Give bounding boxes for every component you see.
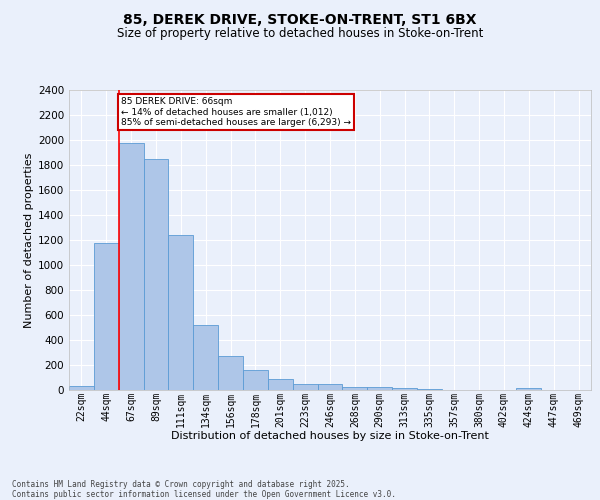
Bar [317, 384, 343, 390]
Bar [417, 389, 442, 390]
Bar [169, 235, 193, 390]
Bar [517, 388, 541, 390]
Bar [218, 356, 243, 390]
Bar [392, 388, 417, 390]
Bar [193, 325, 218, 390]
Bar [143, 159, 169, 390]
Bar [268, 379, 293, 390]
Text: 85 DEREK DRIVE: 66sqm
← 14% of detached houses are smaller (1,012)
85% of semi-d: 85 DEREK DRIVE: 66sqm ← 14% of detached … [121, 98, 351, 128]
Bar [243, 370, 268, 390]
Bar [367, 387, 392, 390]
Bar [343, 387, 367, 390]
Bar [293, 384, 317, 390]
Bar [119, 143, 143, 390]
Text: 85, DEREK DRIVE, STOKE-ON-TRENT, ST1 6BX: 85, DEREK DRIVE, STOKE-ON-TRENT, ST1 6BX [123, 12, 477, 26]
X-axis label: Distribution of detached houses by size in Stoke-on-Trent: Distribution of detached houses by size … [171, 431, 489, 441]
Y-axis label: Number of detached properties: Number of detached properties [24, 152, 34, 328]
Text: Size of property relative to detached houses in Stoke-on-Trent: Size of property relative to detached ho… [117, 28, 483, 40]
Bar [94, 243, 119, 390]
Text: Contains HM Land Registry data © Crown copyright and database right 2025.
Contai: Contains HM Land Registry data © Crown c… [12, 480, 396, 499]
Bar [69, 386, 94, 390]
